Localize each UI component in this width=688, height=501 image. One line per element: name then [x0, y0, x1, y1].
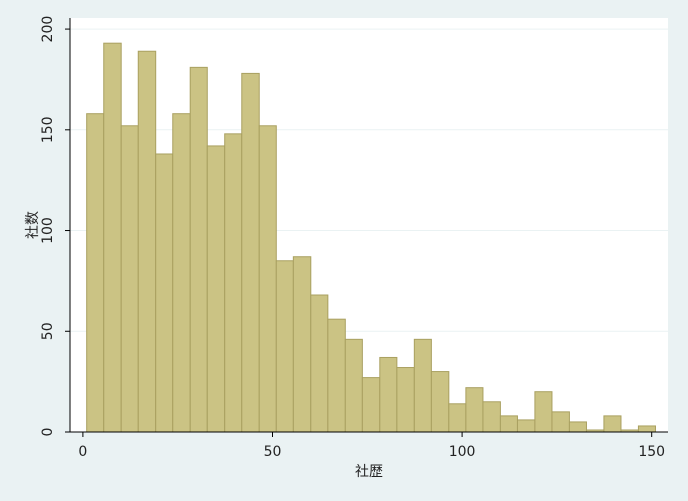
bar	[396, 367, 415, 433]
bar	[120, 125, 139, 433]
bar	[430, 371, 450, 433]
bar	[413, 338, 432, 433]
x-tick-label: 0	[78, 444, 87, 460]
bar	[258, 125, 277, 433]
y-tick-label: 0	[40, 428, 56, 437]
bar	[448, 403, 467, 433]
bar	[568, 421, 587, 433]
x-tick-label: 50	[264, 444, 282, 460]
bar	[603, 415, 622, 433]
x-tick-label: 100	[449, 444, 476, 460]
bar	[103, 42, 122, 433]
bar	[86, 113, 105, 433]
x-axis-title: 社歴	[355, 464, 383, 480]
bar	[344, 338, 363, 433]
y-tick-label: 150	[40, 116, 56, 143]
bar	[189, 66, 208, 433]
bar	[172, 113, 191, 433]
bar	[637, 425, 656, 433]
bar	[275, 260, 294, 433]
bar	[292, 256, 312, 433]
bar	[551, 411, 570, 433]
bar	[534, 391, 553, 433]
bar	[499, 415, 518, 433]
y-tick-label: 100	[40, 217, 56, 244]
x-tick-label: 150	[638, 444, 665, 460]
bar	[241, 72, 260, 433]
bar	[137, 50, 157, 433]
bar	[361, 377, 381, 433]
bar	[516, 419, 536, 433]
y-tick-label: 200	[40, 16, 56, 43]
bar	[310, 294, 329, 433]
bar	[206, 145, 226, 433]
y-axis-title: 社数	[25, 211, 41, 239]
bar	[465, 387, 484, 433]
y-tick-label: 50	[40, 322, 56, 340]
bar	[327, 318, 346, 433]
bar	[379, 356, 398, 433]
bar	[155, 153, 174, 433]
bar	[482, 401, 501, 433]
bar	[224, 133, 243, 433]
